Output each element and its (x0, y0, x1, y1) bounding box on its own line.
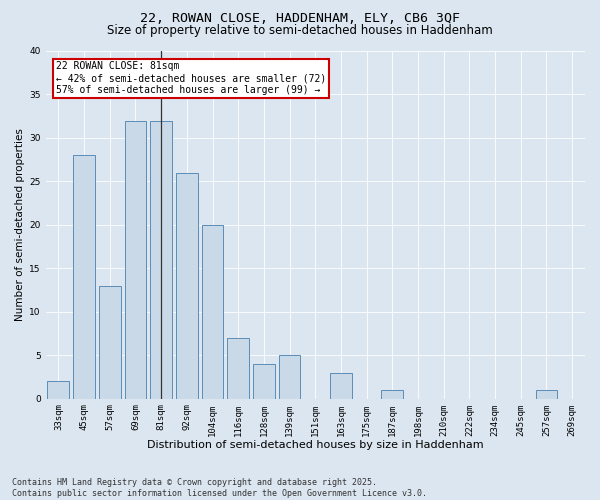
Bar (150, 120, 172, 398)
Bar (73, 156, 95, 398)
Bar (253, 364, 275, 398)
Bar (99, 286, 121, 399)
Bar (278, 356, 301, 399)
Bar (176, 172, 198, 398)
Bar (47, 382, 69, 398)
Text: 22, ROWAN CLOSE, HADDENHAM, ELY, CB6 3QF: 22, ROWAN CLOSE, HADDENHAM, ELY, CB6 3QF (140, 12, 460, 26)
Bar (382, 390, 403, 398)
Text: Size of property relative to semi-detached houses in Haddenham: Size of property relative to semi-detach… (107, 24, 493, 37)
X-axis label: Distribution of semi-detached houses by size in Haddenham: Distribution of semi-detached houses by … (147, 440, 484, 450)
Bar (330, 372, 352, 398)
Y-axis label: Number of semi-detached properties: Number of semi-detached properties (15, 128, 25, 322)
Text: 22 ROWAN CLOSE: 81sqm
← 42% of semi-detached houses are smaller (72)
57% of semi: 22 ROWAN CLOSE: 81sqm ← 42% of semi-deta… (56, 62, 326, 94)
Bar (227, 338, 249, 398)
Bar (202, 225, 223, 398)
Bar (536, 390, 557, 398)
Text: Contains HM Land Registry data © Crown copyright and database right 2025.
Contai: Contains HM Land Registry data © Crown c… (12, 478, 427, 498)
Bar (125, 120, 146, 398)
